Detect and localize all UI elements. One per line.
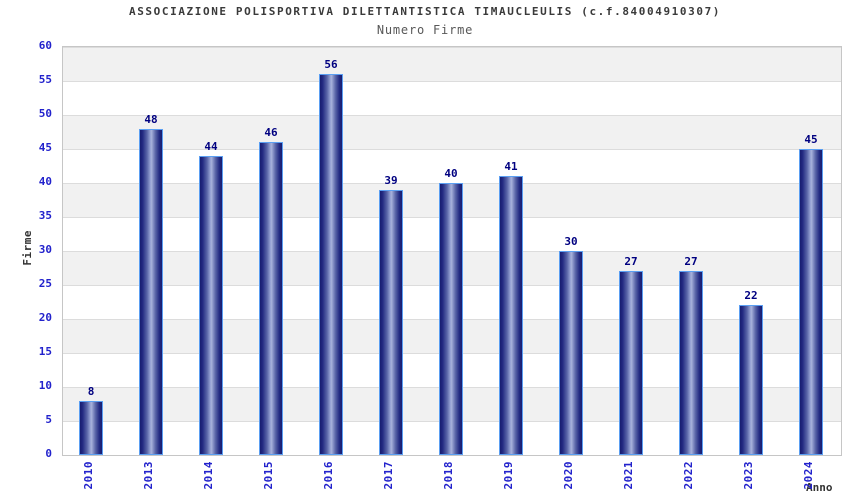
bar-value-label: 27 (624, 255, 638, 268)
bar-value-label: 56 (324, 58, 338, 71)
bar-value-label: 45 (804, 133, 818, 146)
x-tick-label: 2019 (502, 461, 515, 490)
bar (319, 74, 343, 455)
y-tick-label: 20 (38, 311, 52, 324)
bar-value-label: 27 (684, 255, 698, 268)
y-tick-label: 50 (38, 107, 52, 120)
bar-value-label: 39 (384, 174, 398, 187)
x-tick-label: 2020 (562, 461, 575, 490)
bar (139, 129, 163, 455)
bar (259, 142, 283, 455)
y-tick-label: 45 (38, 141, 52, 154)
bar (199, 156, 223, 455)
bar-value-label: 22 (744, 289, 758, 302)
bar-value-label: 44 (204, 140, 218, 153)
y-tick-label: 10 (38, 379, 52, 392)
y-tick-label: 25 (38, 277, 52, 290)
bar-value-label: 46 (264, 126, 278, 139)
y-tick-label: 60 (38, 39, 52, 52)
x-tick-label: 2018 (442, 461, 455, 490)
bar (439, 183, 463, 455)
x-axis-label: Anno (806, 481, 833, 494)
y-tick-label: 35 (38, 209, 52, 222)
bar (739, 305, 763, 455)
plot-area: 8 48 44 46 56 39 40 41 30 27 27 22 45 (62, 46, 842, 456)
x-tick-label: 2010 (82, 461, 95, 490)
bar (379, 190, 403, 455)
x-tick-label: 2023 (742, 461, 755, 490)
bar-value-label: 40 (444, 167, 458, 180)
bar (559, 251, 583, 455)
x-tick-label: 2021 (622, 461, 635, 490)
bar-value-label: 48 (144, 113, 158, 126)
x-tick-label: 2014 (202, 461, 215, 490)
x-tick-label: 2015 (262, 461, 275, 490)
y-tick-label: 30 (38, 243, 52, 256)
x-tick-label: 2024 (802, 461, 815, 490)
bar (799, 149, 823, 455)
bar-value-label: 41 (504, 160, 518, 173)
y-tick-label: 0 (45, 447, 52, 460)
bar (499, 176, 523, 455)
y-tick-label: 40 (38, 175, 52, 188)
y-tick-label: 5 (45, 413, 52, 426)
bar (79, 401, 103, 455)
bar (619, 271, 643, 455)
bar-value-label: 8 (87, 385, 95, 398)
bar-value-label: 30 (564, 235, 578, 248)
x-tick-label: 2016 (322, 461, 335, 490)
chart-subtitle: Numero Firme (376, 23, 474, 37)
bar (679, 271, 703, 455)
x-tick-label: 2017 (382, 461, 395, 490)
y-tick-label: 55 (38, 73, 52, 86)
chart-title: ASSOCIAZIONE POLISPORTIVA DILETTANTISTIC… (128, 5, 722, 18)
x-tick-label: 2022 (682, 461, 695, 490)
x-tick-label: 2013 (142, 461, 155, 490)
y-tick-label: 15 (38, 345, 52, 358)
